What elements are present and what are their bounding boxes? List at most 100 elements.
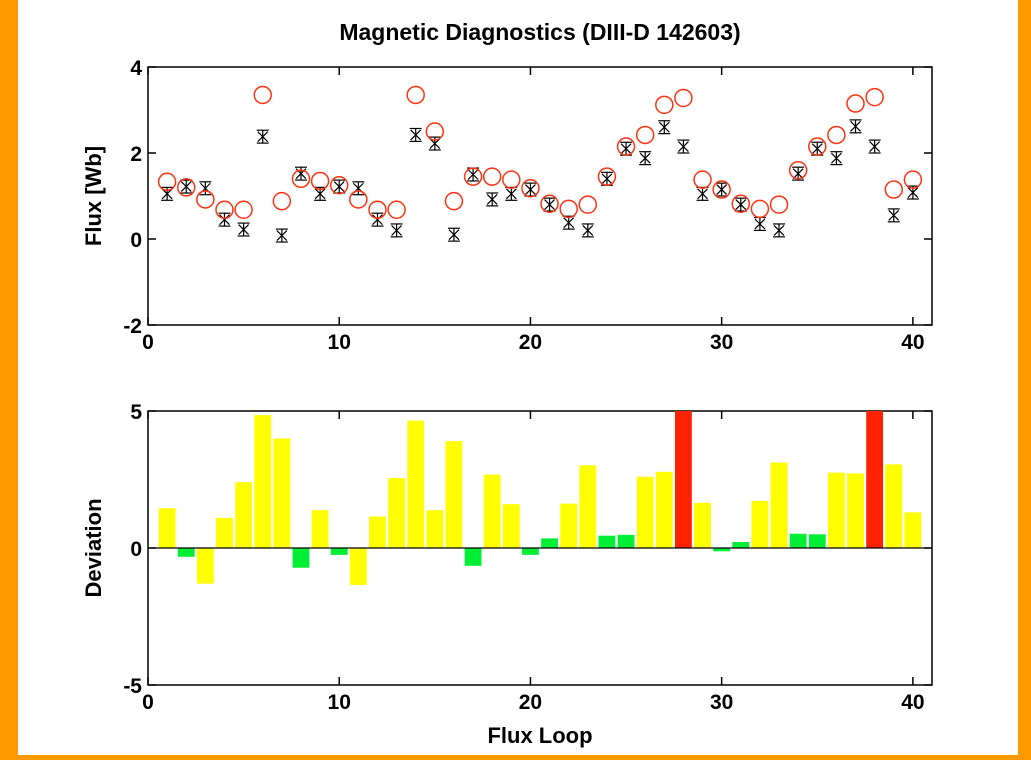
deviation-bar — [273, 438, 291, 548]
x-marker-stroke — [773, 224, 785, 236]
model-point — [368, 200, 387, 220]
model-point — [406, 85, 425, 105]
x-marker-stroke — [486, 194, 498, 205]
model-point — [157, 172, 177, 192]
deviation-xtick-label: 20 — [519, 691, 542, 714]
flux-xtick-label: 30 — [710, 331, 733, 354]
deviation-bar — [407, 420, 425, 548]
deviation-bar — [483, 474, 501, 548]
model-point — [502, 170, 521, 189]
x-marker-stroke — [391, 224, 403, 236]
deviation-bar — [694, 502, 711, 548]
x-marker-stroke — [180, 181, 192, 192]
model-point — [903, 170, 923, 189]
measured-point — [677, 139, 690, 154]
x-marker-stroke — [429, 138, 441, 149]
x-marker-stroke — [677, 141, 689, 152]
deviation-bar — [330, 548, 348, 555]
measured-point — [333, 179, 346, 194]
model-point — [387, 200, 406, 220]
deviation-xtick-label: 40 — [901, 691, 924, 714]
x-marker-stroke — [620, 143, 632, 155]
deviation-bar — [579, 465, 597, 548]
deviation-bar — [196, 548, 214, 584]
x-marker-stroke — [544, 199, 555, 211]
model-point — [215, 200, 234, 220]
x-marker-stroke — [238, 224, 250, 235]
flux-ytick-label: 0 — [130, 229, 142, 252]
deviation-bar — [713, 548, 731, 552]
measured-point — [849, 119, 862, 134]
x-marker-stroke — [333, 181, 345, 192]
deviation-bar — [617, 534, 635, 548]
x-marker-stroke — [467, 169, 479, 180]
deviation-ytick-label: -5 — [123, 675, 142, 698]
measured-point — [467, 167, 480, 182]
deviation-bar — [349, 548, 367, 585]
flux-ytick-label: 4 — [130, 57, 142, 80]
deviation-bar — [732, 541, 750, 548]
model-point — [808, 137, 827, 156]
x-marker-stroke — [888, 209, 900, 221]
flux-ytick-label: 2 — [130, 143, 142, 166]
x-marker-stroke — [276, 230, 288, 241]
model-point — [578, 195, 598, 214]
model-point — [176, 178, 196, 197]
measured-point — [792, 166, 805, 181]
deviation-bar — [522, 548, 539, 555]
deviation-bar — [177, 548, 195, 557]
x-marker-stroke — [850, 120, 861, 132]
x-marker-stroke — [869, 141, 881, 152]
x-marker-stroke — [257, 131, 269, 143]
measured-point — [868, 139, 881, 154]
model-point — [750, 199, 770, 219]
deviation-bar — [235, 482, 253, 548]
model-point — [291, 169, 311, 189]
measured-point — [256, 129, 269, 144]
measured-point — [409, 127, 422, 142]
x-marker-stroke — [582, 224, 594, 236]
measured-point — [275, 228, 288, 243]
deviation-bar — [808, 534, 826, 548]
measured-point — [830, 151, 843, 166]
x-marker-stroke — [448, 229, 460, 241]
measured-point — [237, 222, 250, 237]
deviation-bar — [541, 538, 558, 548]
model-point — [712, 180, 731, 199]
deviation-bar — [866, 411, 884, 548]
x-marker-stroke — [601, 173, 613, 185]
measured-point — [218, 212, 231, 227]
figure-canvas: Magnetic Diagnostics (DIII-D 142603) 0 10… — [81, 19, 933, 748]
model-point — [655, 95, 674, 115]
model-point — [865, 87, 884, 107]
flux-xtick-label: 10 — [328, 331, 351, 354]
deviation-bar — [827, 472, 845, 548]
deviation-bar — [388, 478, 405, 548]
deviation-bar — [311, 510, 329, 548]
deviation-ytick-label: 0 — [130, 538, 142, 561]
x-marker-stroke — [792, 168, 804, 180]
deviation-bar — [789, 533, 807, 548]
deviation-bar — [636, 476, 654, 548]
measured-point — [505, 186, 518, 201]
x-marker-stroke — [410, 129, 422, 141]
model-point — [253, 85, 272, 105]
flux-ylabel: Flux [Wb] — [81, 146, 106, 246]
deviation-bar — [369, 516, 386, 548]
model-point — [597, 167, 617, 186]
measured-point — [658, 120, 671, 135]
deviation-bar — [655, 471, 673, 548]
model-point — [540, 194, 559, 213]
measured-point — [581, 223, 594, 238]
x-marker-stroke — [735, 199, 747, 211]
model-point — [731, 194, 751, 213]
model-point — [521, 179, 540, 198]
model-point — [272, 191, 292, 211]
measured-point — [773, 223, 786, 238]
flux-ytick-label: -2 — [123, 315, 142, 338]
model-point — [463, 167, 483, 186]
deviation-xtick-label: 0 — [142, 691, 154, 714]
model-point — [635, 125, 655, 145]
